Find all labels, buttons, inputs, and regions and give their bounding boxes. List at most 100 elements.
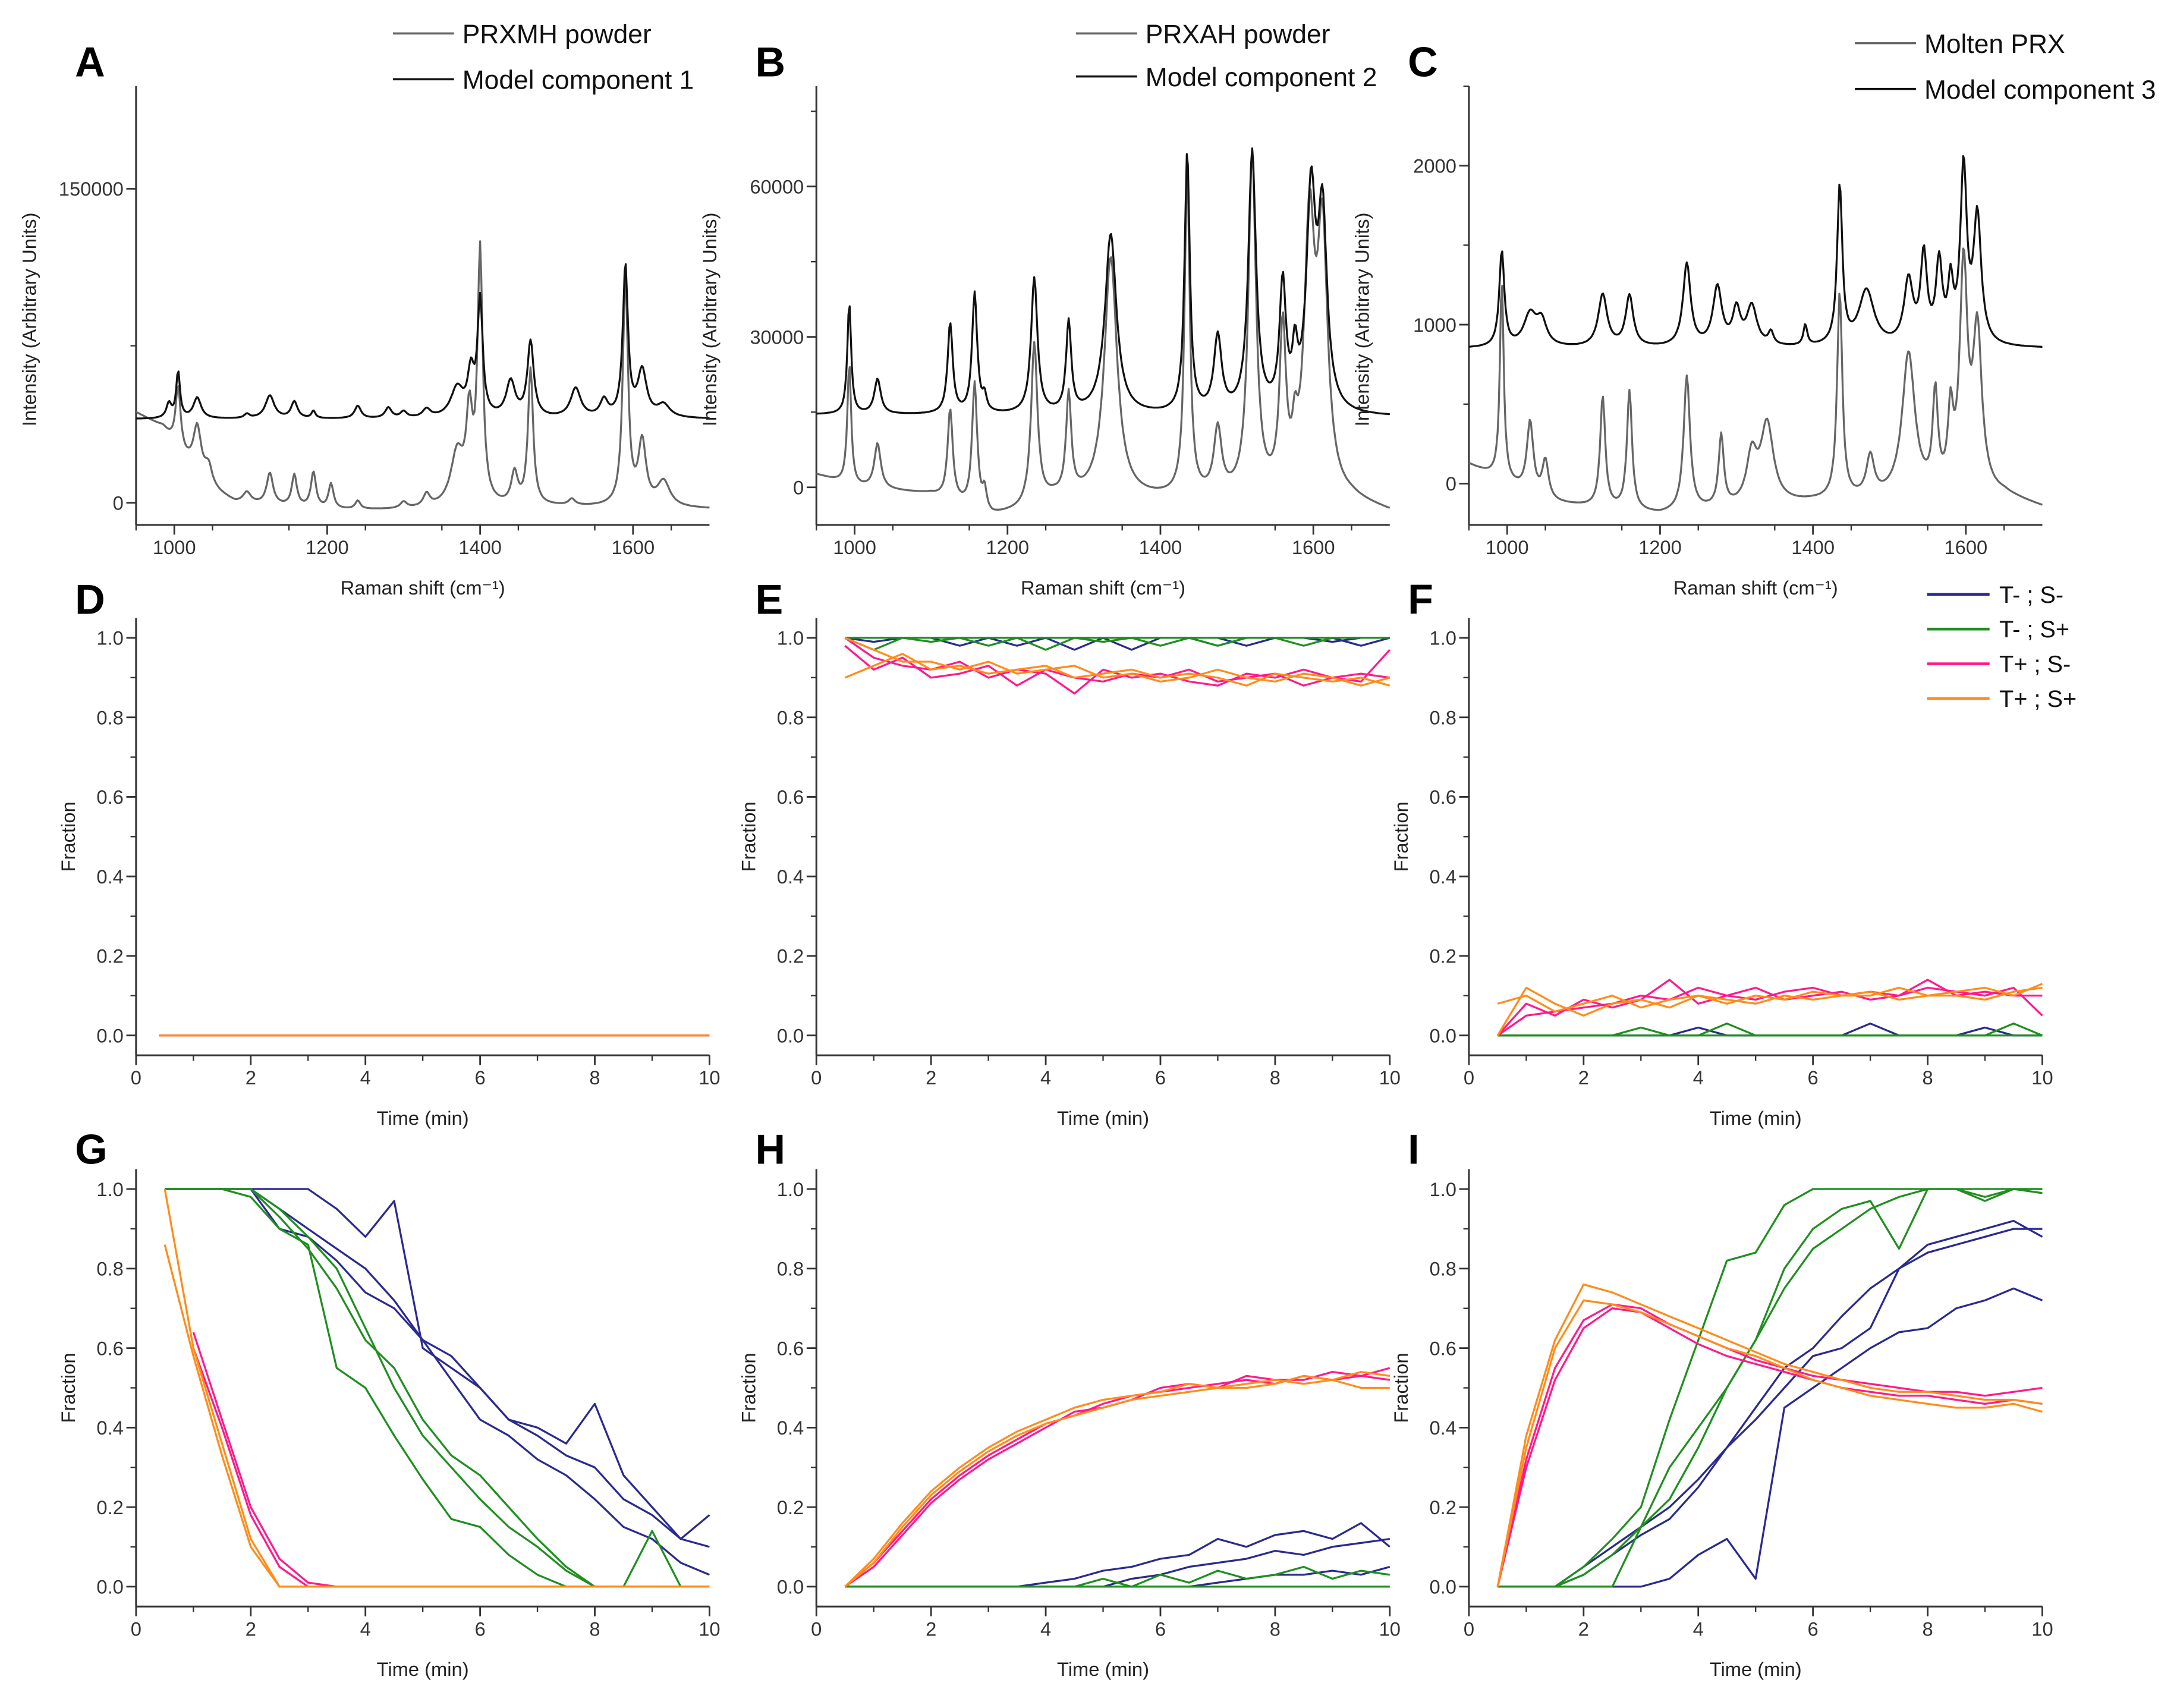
spectrum-line (136, 240, 710, 509)
x-tick-label: 4 (1693, 1618, 1704, 1640)
x-tick-label: 6 (475, 1067, 486, 1089)
x-tick-label: 1400 (1791, 536, 1835, 558)
y-tick-label: 0 (793, 476, 804, 498)
replicate-line (165, 1188, 710, 1540)
x-tick-label: 8 (1922, 1067, 1933, 1089)
x-tick-label: 1200 (1638, 536, 1682, 558)
x-tick-label: 2 (926, 1618, 936, 1640)
replicate-line (1497, 986, 2043, 1037)
replicate-line (845, 1537, 1390, 1588)
y-tick-label: 1.0 (96, 627, 123, 649)
x-tick-label: 1600 (1944, 536, 1987, 558)
x-tick-label: 10 (2031, 1067, 2053, 1089)
replicate-line (165, 1188, 710, 1576)
panel-letter: E (755, 576, 783, 622)
y-tick-label: 1.0 (777, 627, 804, 649)
panel-c: C 1000 1200 1400 1600 0 1000 2000 Raman shift (c… (1351, 30, 2156, 599)
y-axis-label: Fraction (57, 801, 79, 872)
replicate-line (1498, 1188, 2043, 1588)
series-t-s- (163, 1188, 710, 1588)
panel-letter: D (75, 576, 105, 622)
y-tick-label: 0.4 (1429, 1417, 1456, 1439)
panel-g: G 0 2 4 6 8 10 0.0 0.2 0.4 0.6 0.8 1.0 Time (min) Frac… (57, 1126, 720, 1680)
legend-label: PRXMH powder (463, 20, 652, 49)
legend-label: Molten PRX (1924, 30, 2065, 59)
series-t-s- (1496, 1283, 2043, 1587)
series-t-s- (844, 637, 1390, 687)
y-tick-label: 0.2 (96, 1496, 123, 1518)
panel-f: F 0 2 4 6 8 10 0.0 0.2 0.4 0.6 0.8 1.0 Time (min) Frac… (1390, 576, 2077, 1128)
y-tick-label: 1.0 (777, 1178, 804, 1200)
x-tick-label: 10 (1379, 1618, 1401, 1640)
series-t-s- (844, 637, 1391, 695)
x-tick-label: 6 (475, 1618, 486, 1640)
x-tick-label: 1000 (833, 536, 876, 558)
y-tick-label: 0.4 (777, 866, 804, 888)
y-tick-label: 0.0 (1429, 1024, 1456, 1046)
y-tick-label: 1.0 (1429, 1178, 1456, 1200)
replicate-line (163, 1244, 710, 1588)
y-axis-label: Fraction (1390, 1352, 1412, 1423)
replicate-line (1496, 1307, 2043, 1587)
x-tick-label: 0 (131, 1618, 141, 1640)
x-tick-label: 4 (360, 1067, 371, 1089)
x-tick-label: 8 (1270, 1618, 1281, 1640)
y-tick-label: 1.0 (1429, 627, 1456, 649)
y-axis-label: Intensity (Arbitrary Units) (1351, 213, 1373, 427)
y-tick-label: 30000 (750, 326, 804, 348)
series-t-s-: T- ; S+ (1498, 616, 2069, 1037)
x-axis-label: Time (min) (377, 1658, 469, 1680)
series-t-s- (844, 1370, 1390, 1588)
y-tick-label: 0.6 (1429, 786, 1456, 808)
panel-b: B 1000 1200 1400 1600 0 30000 60000 Raman shift … (699, 20, 1390, 599)
replicate-line (1498, 1023, 2043, 1037)
replicate-line (845, 1522, 1390, 1588)
y-tick-label: 0.6 (96, 786, 123, 808)
y-tick-label: 0.0 (1429, 1576, 1456, 1598)
x-tick-label: 1400 (458, 536, 502, 558)
x-tick-label: 1400 (1139, 536, 1182, 558)
y-tick-label: 0.6 (777, 1337, 804, 1359)
x-tick-label: 10 (699, 1618, 720, 1640)
series-t-s-: T+ ; S+ (1496, 686, 2077, 1036)
series-t-s- (1498, 1188, 2043, 1588)
series-t-s- (192, 1332, 710, 1588)
series-t-s-: T- ; S- (1498, 582, 2063, 1037)
x-tick-label: 2 (1578, 1067, 1589, 1089)
series-t-s- (1496, 1303, 2043, 1587)
y-axis-label: Intensity (Arbitrary Units) (18, 213, 40, 427)
x-tick-label: 2 (246, 1067, 256, 1089)
x-axis-label: Raman shift (cm⁻¹) (1021, 577, 1185, 599)
y-tick-label: 1000 (1413, 314, 1456, 336)
panel-letter: C (1408, 39, 1438, 86)
y-tick-label: 60000 (750, 175, 804, 197)
replicate-line (163, 1188, 710, 1588)
y-tick-label: 0.4 (96, 1417, 123, 1439)
y-tick-label: 150000 (59, 178, 124, 200)
replicate-line (1496, 1283, 2043, 1587)
legend-label: Model component 2 (1146, 63, 1377, 92)
x-tick-label: 10 (699, 1067, 720, 1089)
series-prxmh-powder: PRXMH powder (136, 20, 710, 509)
replicate-line (845, 1565, 1390, 1588)
x-axis-label: Time (min) (1710, 1107, 1802, 1129)
replicate-line (1498, 1219, 2043, 1588)
x-tick-label: 6 (1155, 1067, 1166, 1089)
panel-letter: H (755, 1126, 785, 1172)
y-axis-label: Intensity (Arbitrary Units) (699, 213, 721, 427)
x-tick-label: 2 (1578, 1618, 1589, 1640)
series-t-s- (845, 1565, 1390, 1588)
y-tick-label: 0.2 (96, 945, 123, 967)
replicate-line (844, 1379, 1390, 1588)
y-tick-label: 0.2 (777, 945, 804, 967)
y-tick-label: 0.0 (777, 1576, 804, 1598)
x-tick-label: 1200 (306, 536, 349, 558)
panel-i: I 0 2 4 6 8 10 0.0 0.2 0.4 0.6 0.8 1.0 Time (min) Frac… (1390, 1126, 2053, 1680)
replicate-line (845, 637, 1390, 647)
spectrum-line (136, 263, 710, 420)
y-tick-label: 0.8 (96, 706, 123, 728)
replicate-line (844, 1370, 1390, 1588)
replicate-line (844, 653, 1390, 687)
panel-e: E 0 2 4 6 8 10 0.0 0.2 0.4 0.6 0.8 1.0 Time (min) Frac… (737, 576, 1400, 1128)
